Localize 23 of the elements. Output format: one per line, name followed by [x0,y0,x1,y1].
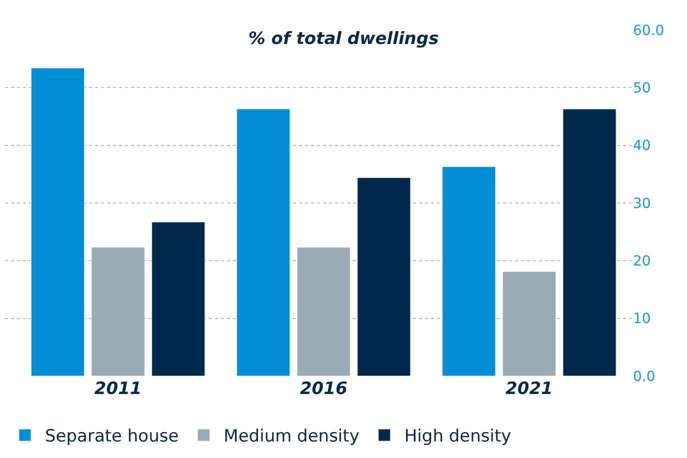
bar [91,247,145,376]
y-tick-label: 50 [633,80,651,97]
bar [357,177,411,376]
bar [152,222,206,376]
y-tick-label: 10 [633,311,651,328]
bar [30,68,85,376]
x-tick-label: 2016 [300,379,348,399]
y-tick-label: 0.0 [633,368,656,385]
y-tick-label: 30 [633,196,651,212]
bar [296,247,350,376]
x-tick-label: 2011 [94,379,142,399]
legend-label: Separate house [45,426,179,447]
bar [236,108,290,376]
y-tick-label: 60.0 [633,22,664,39]
legend-label: Medium density [224,426,360,447]
bar [562,108,616,376]
bar [502,271,556,376]
chart-title: % of total dwellings [248,28,439,49]
y-tick-label: 20 [633,254,651,270]
x-tick-label: 2021 [506,379,553,399]
y-tick-label: 40 [633,138,651,154]
legend-label: High density [404,426,512,447]
bar [442,166,496,376]
